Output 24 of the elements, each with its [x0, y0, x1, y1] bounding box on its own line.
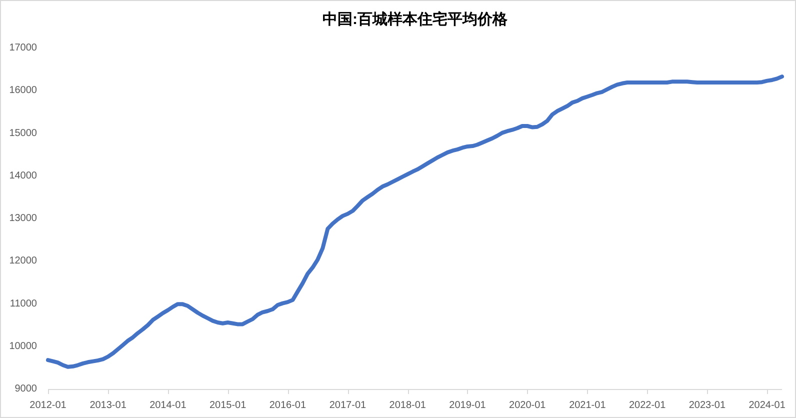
- y-tick-label: 13000: [9, 213, 38, 224]
- y-tick-label: 11000: [10, 298, 38, 310]
- x-tick-label: 2024-01: [748, 400, 786, 411]
- x-tick-label: 2018-01: [389, 400, 426, 411]
- y-tick-label: 10000: [9, 340, 38, 352]
- line-series: [46, 74, 784, 369]
- y-tick-label: 15000: [9, 128, 38, 139]
- x-tick-label: 2021-01: [569, 400, 606, 411]
- x-tick-label: 2013-01: [90, 400, 127, 411]
- x-tick-label: 2016-01: [269, 400, 306, 411]
- y-tick-label: 16000: [9, 85, 38, 96]
- x-tick-label: 2012-01: [30, 400, 67, 411]
- x-tick-label: 2017-01: [329, 400, 367, 411]
- x-tick-label: 2020-01: [509, 400, 546, 411]
- y-tick-label: 14000: [9, 170, 38, 182]
- x-tick-label: 2019-01: [449, 400, 486, 411]
- x-tick-label: 2015-01: [209, 400, 247, 411]
- x-tick-label: 2014-01: [150, 400, 187, 411]
- y-tick-label: 17000: [9, 42, 38, 54]
- x-tick-label: 2023-01: [688, 400, 726, 411]
- chart-title: 中国:百城样本住宅平均价格: [322, 10, 508, 28]
- y-tick-label: 12000: [9, 256, 38, 267]
- y-tick-label: 9000: [14, 384, 38, 394]
- x-tick-label: 2022-01: [628, 400, 666, 411]
